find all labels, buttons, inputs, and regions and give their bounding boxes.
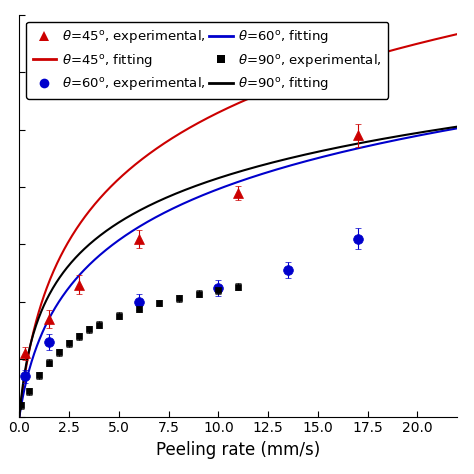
X-axis label: Peeling rate (mm/s): Peeling rate (mm/s) <box>156 441 320 459</box>
Legend: $\theta$=45$^{\mathrm{o}}$, experimental,, $\theta$=45$^{\mathrm{o}}$, fitting, : $\theta$=45$^{\mathrm{o}}$, experimental… <box>26 22 389 99</box>
